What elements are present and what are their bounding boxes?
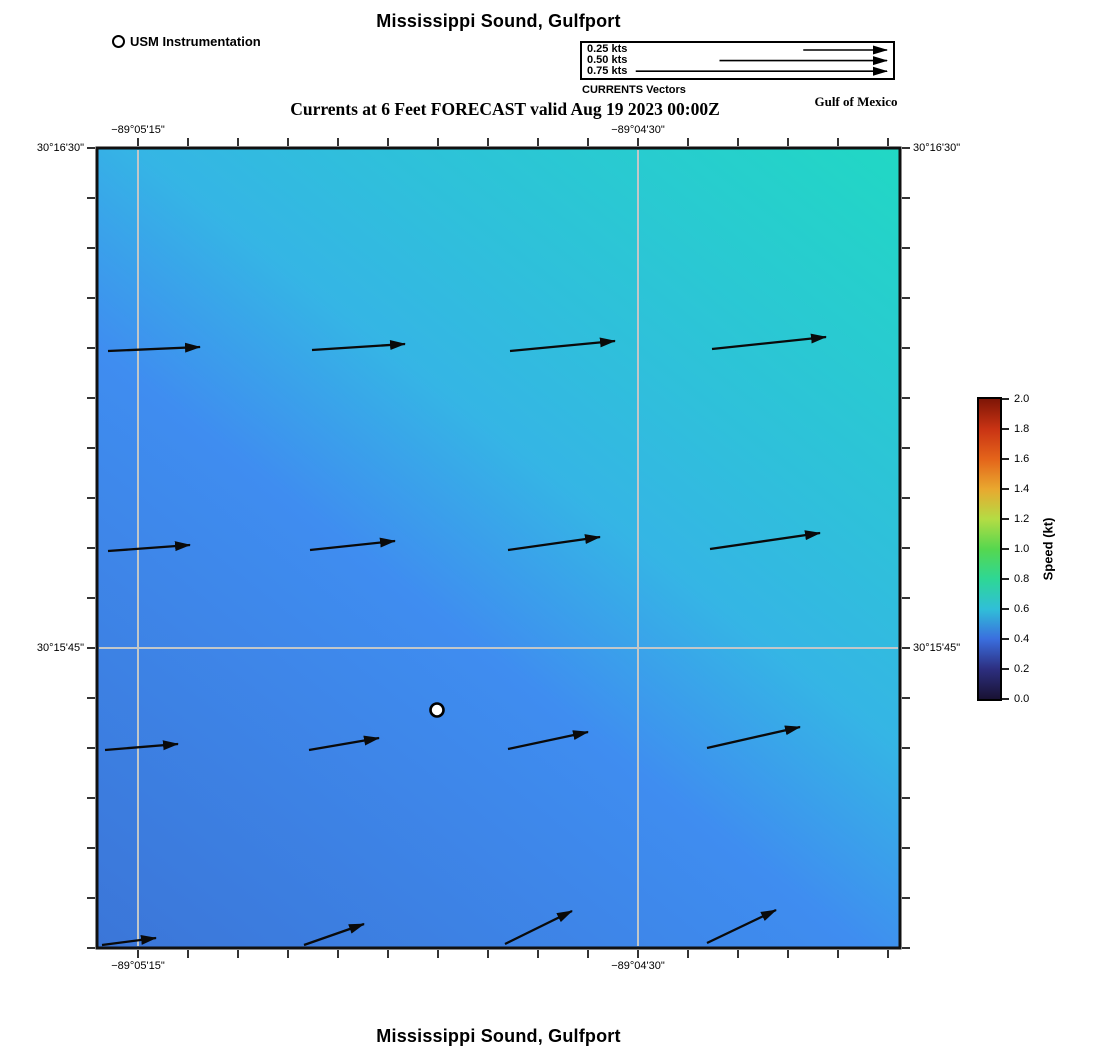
y-axis-label-right: 30°15'45": [913, 642, 961, 654]
station-legend-label: USM Instrumentation: [130, 34, 261, 49]
x-axis-label-bottom: −89°04'30": [611, 960, 665, 972]
colorbar-tick-label: 1.8: [1014, 423, 1030, 435]
colorbar-tick-label: 1.6: [1014, 453, 1030, 465]
page-title: Mississippi Sound, Gulfport: [376, 11, 621, 31]
y-axis-label-left: 30°15'45": [36, 642, 84, 654]
colorbar-tick-label: 0.4: [1014, 633, 1030, 645]
vector-legend-caption: CURRENTS Vectors: [582, 84, 686, 96]
region-label: Gulf of Mexico: [814, 94, 898, 109]
vector-legend-labels: 0.25 kts 0.50 kts 0.75 kts: [587, 44, 627, 76]
vector-legend-entry-label: 0.75 kts: [587, 64, 628, 77]
colorbar-title: Speed (kt): [1040, 517, 1056, 581]
x-axis-label-bottom: −89°05'15": [111, 960, 165, 972]
vector-legend-arrows: [635, 45, 888, 76]
x-axis-label-top: −89°04'30": [611, 124, 665, 136]
x-axis-label-top: −89°05'15": [111, 124, 165, 136]
colorbar-tick-label: 1.2: [1014, 513, 1030, 525]
colorbar-tick-label: 0.6: [1014, 603, 1030, 615]
colorbar-tick-label: 0.8: [1014, 573, 1030, 585]
vector-legend-entry-label: 0.50 kts: [587, 53, 628, 66]
y-axis-label-right: 30°16'30": [913, 142, 961, 154]
footer-title: Mississippi Sound, Gulfport: [376, 1026, 621, 1046]
colorbar-tick-label: 0.0: [1014, 693, 1030, 705]
colorbar-tick-label: 1.0: [1014, 543, 1030, 555]
colorbar: [977, 397, 1002, 701]
station-marker-icon: [112, 35, 125, 48]
vector-legend-entry-label: 0.25 kts: [587, 43, 628, 55]
vector-legend-box: 0.25 kts 0.50 kts 0.75 kts: [580, 41, 895, 80]
colorbar-tick-label: 1.4: [1014, 483, 1030, 495]
map-plot-area: [97, 148, 900, 948]
plot-subtitle: Currents at 6 Feet FORECAST valid Aug 19…: [290, 99, 720, 119]
y-axis-label-left: 30°16'30": [36, 142, 84, 154]
colorbar-tick-label: 0.2: [1014, 663, 1030, 675]
colorbar-tick-label: 2.0: [1014, 393, 1030, 405]
